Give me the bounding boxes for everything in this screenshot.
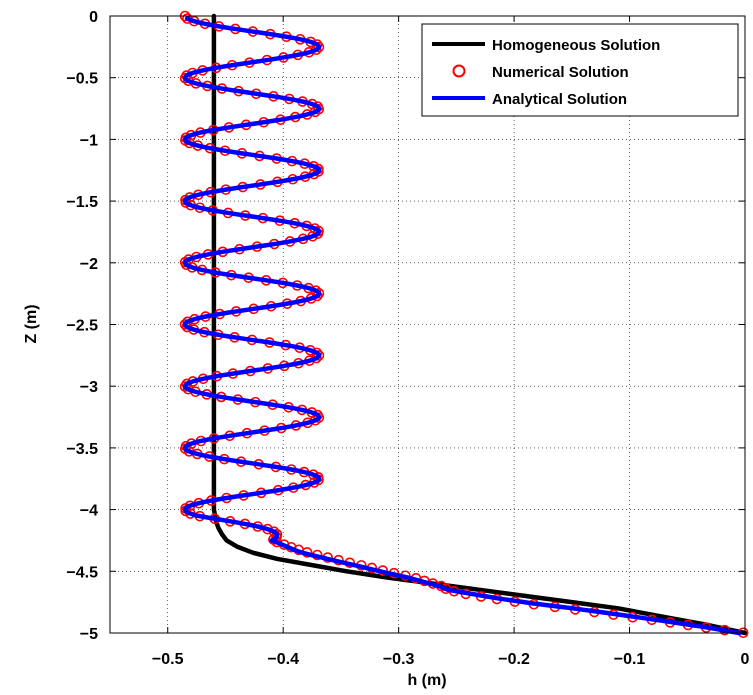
y-tick-label: −0.5 [66, 71, 98, 88]
x-tick-label: −0.4 [267, 651, 299, 668]
ticks [110, 15, 746, 634]
legend-swatch-numerical [452, 64, 466, 78]
y-tick-label: −5 [80, 626, 98, 643]
legend-label-numerical: Numerical Solution [492, 64, 629, 81]
legend: Homogeneous Solution Numerical Solution … [421, 23, 739, 117]
y-tick-label: −3.5 [66, 441, 98, 458]
x-tick-label: 0 [741, 651, 750, 668]
series-layer [179, 10, 749, 639]
y-tick-label: −4.5 [66, 564, 98, 581]
y-tick-label: −4 [80, 503, 98, 520]
series-line-analytical [182, 16, 742, 636]
data-point [179, 381, 191, 392]
y-tick-label: 0 [89, 9, 98, 26]
series-line-homogeneous [211, 13, 748, 636]
tick-labels: −0.5 −0.4 −0.3 −0.2 −0.1 0 0 −0.5 −1 −1.5 −2 −2.5 −3… [66, 9, 749, 668]
y-tick-label: −1 [80, 132, 98, 149]
legend-box [421, 23, 739, 117]
x-tick-label: −0.3 [383, 651, 415, 668]
y-tick-label: −2.5 [66, 318, 98, 335]
y-tick-label: −3 [80, 379, 98, 396]
data-point [179, 319, 191, 330]
x-axis-label: h (m) [407, 672, 446, 689]
y-tick-label: −1.5 [66, 194, 98, 211]
data-point [313, 41, 325, 53]
data-point [313, 287, 325, 299]
x-tick-label: −0.1 [614, 651, 646, 668]
data-point [179, 72, 191, 84]
y-tick-label: −2 [80, 256, 98, 273]
data-point [313, 350, 325, 361]
x-tick-label: −0.2 [498, 651, 530, 668]
y-axis-label: Z (m) [23, 304, 40, 343]
x-tick-label: −0.5 [152, 651, 184, 668]
legend-label-homogeneous: Homogeneous Solution [492, 37, 660, 54]
legend-label-analytical: Analytical Solution [492, 91, 627, 108]
